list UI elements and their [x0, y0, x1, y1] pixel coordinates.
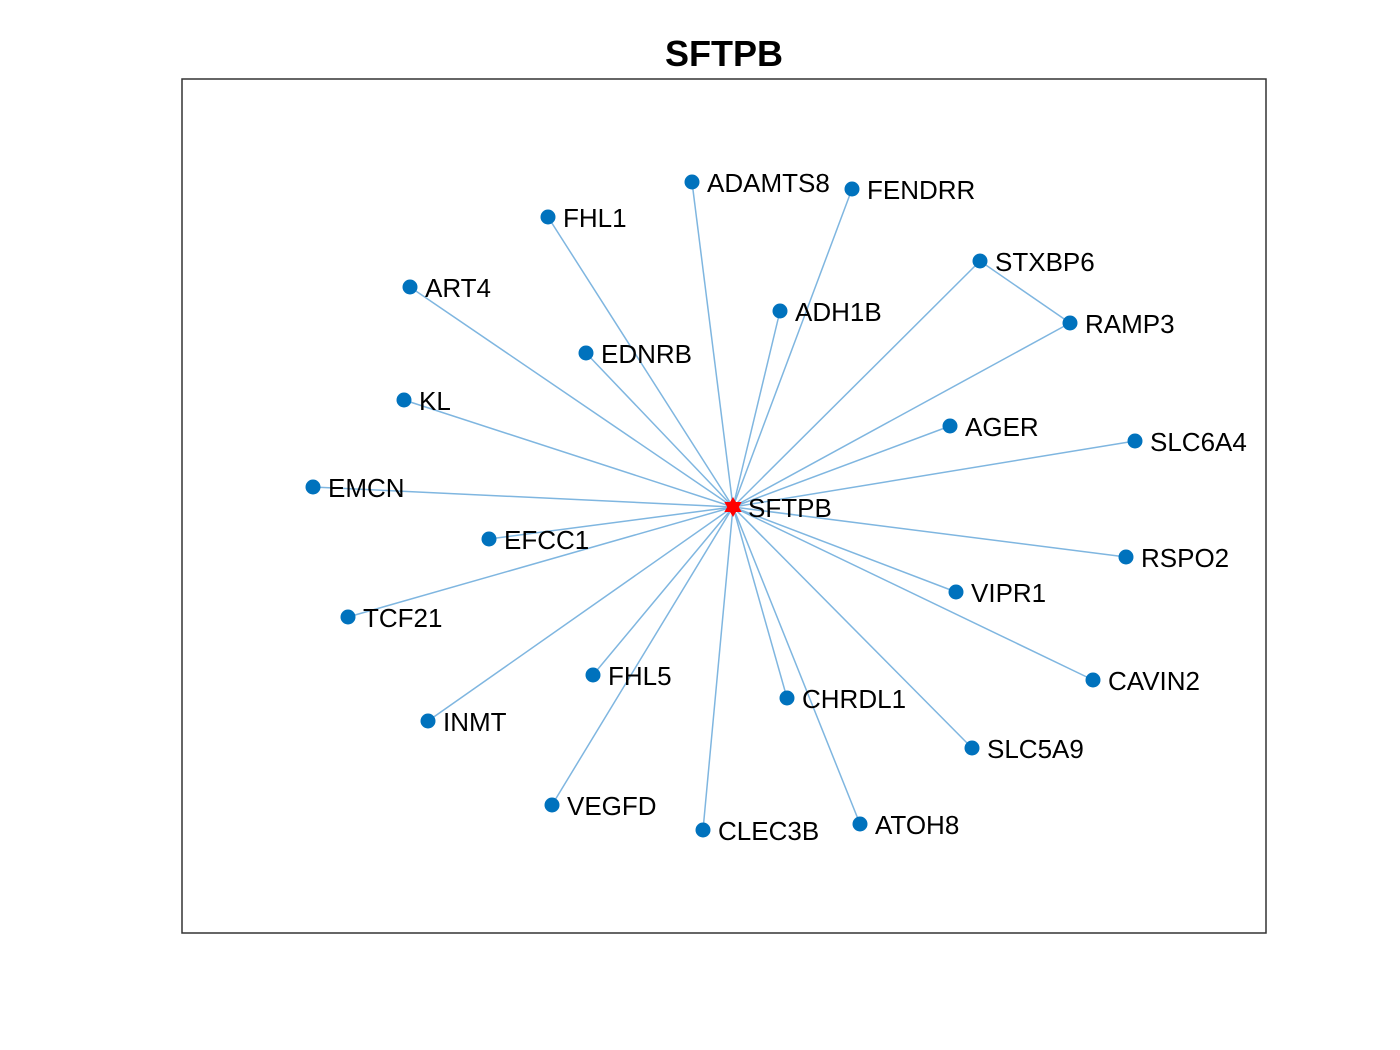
- edge-sftpb-cavin2: [732, 506, 1094, 681]
- node-adamts8: [684, 174, 700, 190]
- edge-sftpb-atoh8: [732, 506, 861, 825]
- node-tcf21: [340, 609, 356, 625]
- node-label-vegfd: VEGFD: [567, 791, 657, 821]
- node-kl: [396, 392, 412, 408]
- node-label-fhl1: FHL1: [563, 203, 627, 233]
- node-label-fendrr: FENDRR: [867, 175, 975, 205]
- edge-sftpb-fhl5: [592, 506, 734, 676]
- node-cavin2: [1085, 672, 1101, 688]
- node-label-atoh8: ATOH8: [875, 810, 959, 840]
- edge-sftpb-ednrb: [585, 352, 734, 508]
- edge-stxbp6-ramp3: [979, 260, 1071, 324]
- node-label-sftpb: SFTPB: [748, 493, 832, 523]
- node-label-slc6a4: SLC6A4: [1150, 427, 1247, 457]
- node-vipr1: [948, 584, 964, 600]
- node-adh1b: [772, 303, 788, 319]
- node-label-efcc1: EFCC1: [504, 525, 589, 555]
- node-atoh8: [852, 816, 868, 832]
- node-fhl1: [540, 209, 556, 225]
- node-inmt: [420, 713, 436, 729]
- edge-sftpb-ager: [732, 425, 951, 508]
- edge-sftpb-stxbp6: [732, 260, 981, 508]
- node-label-rspo2: RSPO2: [1141, 543, 1229, 573]
- node-chrdl1: [779, 690, 795, 706]
- node-rspo2: [1118, 549, 1134, 565]
- edge-sftpb-ramp3: [732, 322, 1071, 508]
- node-fhl5: [585, 667, 601, 683]
- node-slc5a9: [964, 740, 980, 756]
- node-clec3b: [695, 822, 711, 838]
- node-vegfd: [544, 797, 560, 813]
- edge-sftpb-vipr1: [732, 506, 957, 593]
- node-fendrr: [844, 181, 860, 197]
- node-efcc1: [481, 531, 497, 547]
- node-ager: [942, 418, 958, 434]
- node-label-chrdl1: CHRDL1: [802, 684, 906, 714]
- node-label-inmt: INMT: [443, 707, 507, 737]
- node-label-slc5a9: SLC5A9: [987, 734, 1084, 764]
- node-art4: [402, 279, 418, 295]
- node-label-fhl5: FHL5: [608, 661, 672, 691]
- node-label-tcf21: TCF21: [363, 603, 442, 633]
- node-label-art4: ART4: [425, 273, 491, 303]
- edge-sftpb-slc6a4: [732, 440, 1136, 508]
- edge-sftpb-art4: [409, 286, 734, 508]
- edge-sftpb-clec3b: [702, 506, 734, 831]
- edge-sftpb-inmt: [427, 506, 734, 722]
- edge-sftpb-fendrr: [732, 188, 853, 508]
- edge-sftpb-chrdl1: [732, 506, 788, 699]
- node-label-ager: AGER: [965, 412, 1039, 442]
- nodes-layer: [305, 174, 1143, 838]
- edge-sftpb-fhl1: [547, 216, 734, 508]
- labels-layer: SFTPB ADAMTS8 FENDRR FHL1 STXBP6 ART4 ADH1B RAM…: [328, 168, 1247, 846]
- node-label-cavin2: CAVIN2: [1108, 666, 1200, 696]
- node-label-vipr1: VIPR1: [971, 578, 1046, 608]
- edges-layer: [312, 181, 1136, 831]
- edge-sftpb-emcn: [312, 486, 734, 508]
- graph-title: SFTPB: [665, 33, 783, 74]
- axes-frame: [181, 78, 1267, 934]
- node-stxbp6: [972, 253, 988, 269]
- hub-node-sftpb: [724, 497, 742, 517]
- node-slc6a4: [1127, 433, 1143, 449]
- node-label-ramp3: RAMP3: [1085, 309, 1175, 339]
- node-label-adamts8: ADAMTS8: [707, 168, 830, 198]
- node-label-kl: KL: [419, 386, 451, 416]
- node-label-emcn: EMCN: [328, 473, 405, 503]
- node-label-ednrb: EDNRB: [601, 339, 692, 369]
- edge-sftpb-efcc1: [488, 506, 734, 540]
- edge-sftpb-kl: [403, 399, 734, 508]
- edge-sftpb-slc5a9: [732, 506, 973, 749]
- node-label-stxbp6: STXBP6: [995, 247, 1095, 277]
- node-ramp3: [1062, 315, 1078, 331]
- edge-sftpb-adamts8: [691, 181, 734, 508]
- edge-sftpb-tcf21: [347, 506, 734, 618]
- edge-sftpb-vegfd: [551, 506, 734, 806]
- edge-sftpb-adh1b: [732, 310, 781, 508]
- node-emcn: [305, 479, 321, 495]
- node-ednrb: [578, 345, 594, 361]
- edge-sftpb-rspo2: [732, 506, 1127, 558]
- node-label-clec3b: CLEC3B: [718, 816, 819, 846]
- node-label-adh1b: ADH1B: [795, 297, 882, 327]
